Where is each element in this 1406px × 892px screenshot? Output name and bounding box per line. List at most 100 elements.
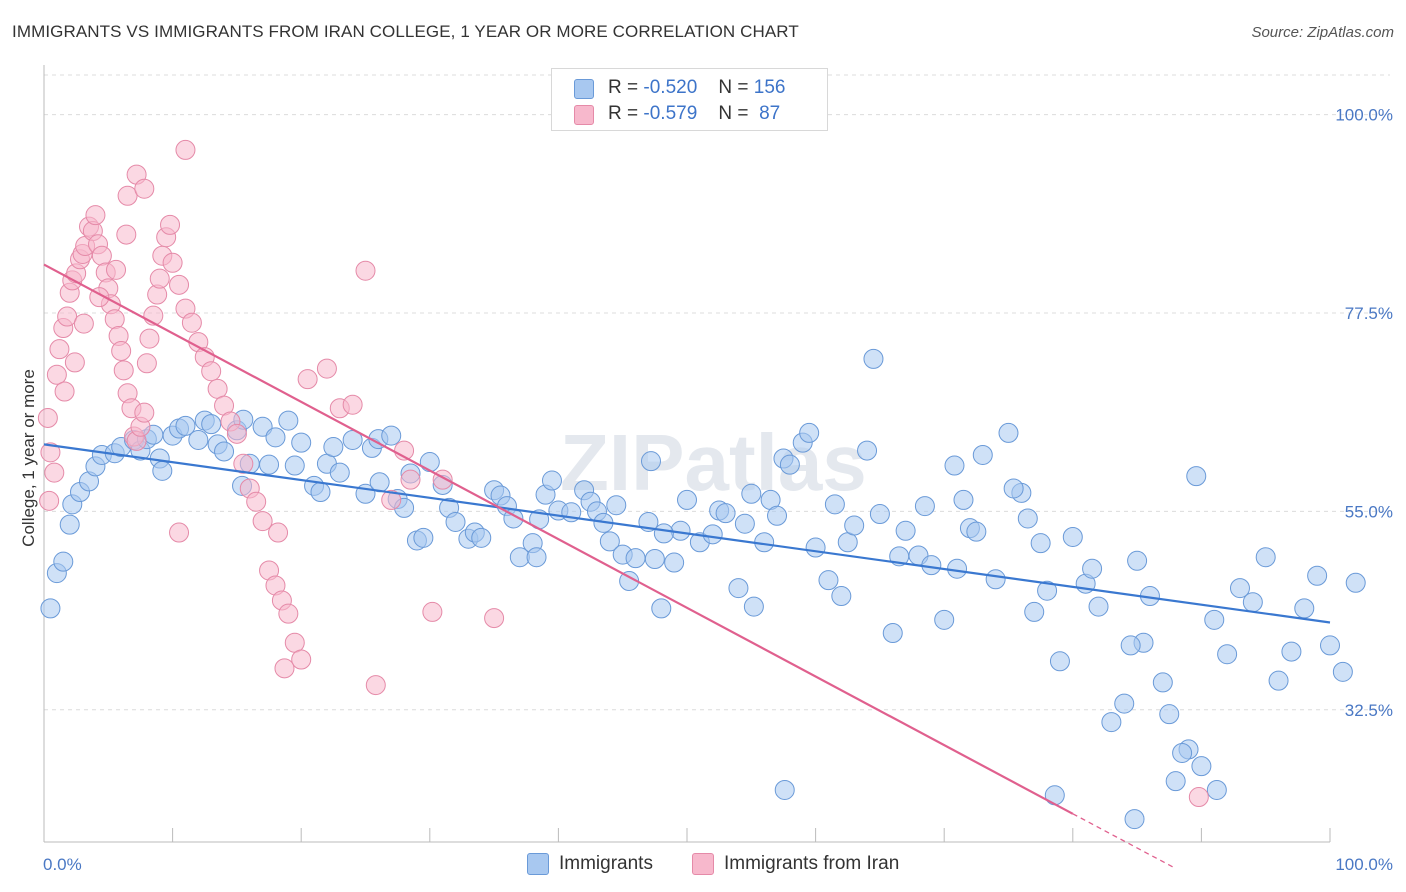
immigrants-point-96 [818, 570, 839, 591]
immigrants-point-149 [1345, 572, 1366, 593]
immigrants-point-109 [921, 555, 942, 576]
bottom-legend-label-immigrants: Immigrants [559, 853, 653, 874]
immigrants-point-29 [265, 427, 286, 448]
immigrants-point-138 [1204, 609, 1225, 630]
immigrants-point-152 [1124, 809, 1145, 830]
iran-point-50 [233, 453, 254, 474]
iran-point-31 [136, 353, 157, 374]
legend-r-label: R = [608, 103, 639, 124]
immigrants-point-85 [728, 578, 749, 599]
immigrants-point-161 [1120, 635, 1141, 656]
immigrants-point-114 [966, 521, 987, 542]
iran-point-58 [284, 632, 305, 653]
immigrants-point-2 [53, 551, 74, 572]
iran-point-2 [44, 462, 65, 483]
immigrants-point-86 [734, 513, 755, 534]
iran-point-23 [111, 340, 132, 361]
immigrants-point-106 [895, 520, 916, 541]
immigrants-point-63 [541, 470, 562, 491]
iran-point-84 [106, 259, 127, 280]
immigrants-point-99 [837, 532, 858, 553]
iran-point-24 [113, 360, 134, 381]
immigrants-point-84 [715, 503, 736, 524]
immigrants-point-28 [259, 454, 280, 475]
iran-point-74 [169, 522, 190, 543]
iran-point-71 [400, 469, 421, 490]
legend-n-label: N = [718, 103, 749, 124]
legend-r-value: -0.520 [643, 77, 698, 98]
iran-point-65 [297, 369, 318, 390]
x-tick-min: 0.0% [43, 855, 82, 874]
iran-point-45 [201, 361, 222, 382]
immigrants-point-154 [1186, 466, 1207, 487]
immigrants-point-18 [175, 415, 196, 436]
immigrants-point-117 [998, 422, 1019, 443]
bottom-legend-swatch-iran [692, 853, 714, 875]
iran-trend-line [43, 263, 1074, 815]
immigrants-point-115 [972, 444, 993, 465]
immigrants-point-110 [934, 609, 955, 630]
immigrants-point-103 [869, 504, 890, 525]
watermark: ZIPatlas [560, 418, 867, 507]
immigrants-point-51 [445, 511, 466, 532]
immigrants-point-155 [743, 596, 764, 617]
legend: R = -0.520 N = 156 R = -0.579 N = 87 [551, 68, 828, 131]
legend-n-value: 156 [753, 77, 786, 98]
iran-point-35 [149, 268, 170, 289]
legend-swatch-iran [574, 105, 594, 125]
iran-point-77 [274, 658, 295, 679]
immigrants-point-124 [1062, 526, 1083, 547]
immigrants-point-158 [944, 455, 965, 476]
iran-point-4 [49, 339, 70, 360]
immigrants-point-127 [1088, 596, 1109, 617]
iran-point-1 [40, 442, 61, 463]
immigrants-point-80 [677, 489, 697, 510]
chart-title: IMMIGRANTS VS IMMIGRANTS FROM IRAN COLLE… [12, 22, 799, 41]
immigrants-point-130 [1127, 550, 1148, 571]
iran-point-32 [139, 328, 160, 349]
iran-point-86 [1188, 787, 1209, 808]
immigrants-point-142 [1255, 547, 1276, 568]
immigrants-point-151 [1172, 742, 1193, 763]
iran-point-49 [226, 423, 247, 444]
iran-point-85 [116, 224, 137, 245]
immigrants-point-21 [201, 414, 222, 435]
immigrants-point-129 [1114, 693, 1135, 714]
immigrants-point-146 [1307, 565, 1328, 586]
immigrants-point-102 [863, 348, 884, 369]
immigrants-point-111 [947, 558, 968, 579]
immigrants-point-133 [1152, 672, 1173, 693]
grid-lines [44, 74, 1390, 711]
x-tick-max: 100.0% [1335, 855, 1393, 874]
immigrants-point-37 [329, 462, 350, 483]
source-label: Source: ZipAtlas.com [1251, 24, 1394, 41]
immigrants-point-95 [805, 537, 826, 558]
immigrants-point-140 [1229, 578, 1250, 599]
y-tick-label-2: 77.5% [1345, 304, 1393, 323]
iran-point-63 [175, 139, 196, 160]
immigrants-point-141 [1242, 592, 1263, 613]
immigrants-point-97 [824, 494, 845, 515]
immigrants-point-123 [1049, 651, 1070, 672]
legend-r-label: R = [608, 77, 639, 98]
immigrants-point-108 [914, 496, 935, 517]
immigrants-point-54 [471, 527, 492, 548]
iran-point-78 [365, 675, 386, 696]
trend-lines-top [43, 263, 1331, 870]
immigrants-point-119 [1017, 508, 1038, 529]
iran-point-73 [268, 522, 289, 543]
immigrants-point-30 [278, 410, 299, 431]
immigrants-point-150 [1206, 779, 1227, 800]
immigrants-point-157 [774, 779, 795, 800]
iran-point-57 [278, 603, 299, 624]
iran-point-6 [57, 306, 78, 327]
immigrants-point-139 [1217, 644, 1238, 665]
immigrants-point-121 [1030, 533, 1051, 554]
immigrants-trend-line [43, 443, 1331, 624]
immigrants-point-78 [664, 552, 685, 573]
immigrants-point-98 [831, 586, 852, 607]
iran-point-3 [46, 364, 67, 385]
legend-n-value: 87 [759, 103, 781, 124]
immigrants-point-32 [291, 432, 312, 453]
iran-point-80 [54, 381, 75, 402]
